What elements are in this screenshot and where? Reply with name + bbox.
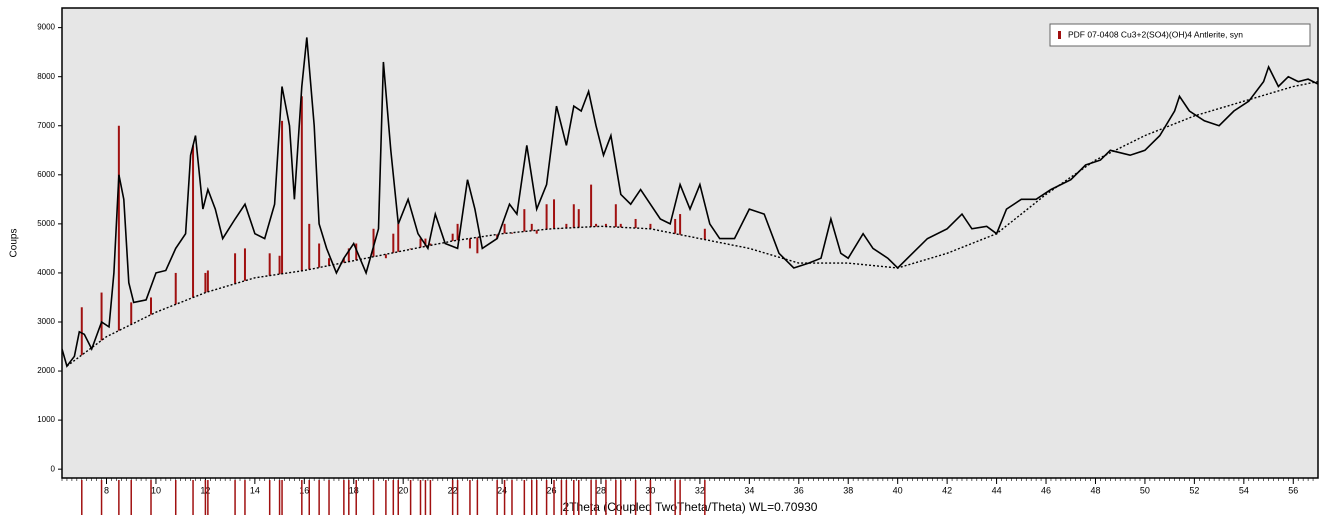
y-tick-label: 6000 (37, 170, 55, 179)
y-tick-label: 2000 (37, 366, 55, 375)
x-tick-label: 18 (349, 485, 359, 495)
x-tick-label: 56 (1288, 485, 1298, 495)
x-tick-label: 24 (497, 485, 507, 495)
y-tick-label: 9000 (37, 23, 55, 32)
background-line (66, 80, 1318, 367)
plot-area (61, 7, 1319, 479)
y-tick-label: 1000 (37, 415, 55, 424)
plot-content (62, 37, 1318, 368)
x-axis-title: 2Theta (Coupled TwoTheta/Theta) WL=0.709… (563, 500, 818, 514)
x-tick-label: 52 (1189, 485, 1199, 495)
x-tick-label: 42 (942, 485, 952, 495)
x-tick-label: 40 (893, 485, 903, 495)
x-tick-label: 44 (992, 485, 1002, 495)
x-tick-label: 32 (695, 485, 705, 495)
legend-box (1049, 23, 1311, 47)
y-axis-title: Coups (9, 229, 20, 258)
x-tick-label: 10 (151, 485, 161, 495)
y-tick-label: 4000 (37, 268, 55, 277)
x-tick-label: 14 (250, 485, 260, 495)
x-tick-label: 54 (1239, 485, 1249, 495)
x-tick-label: 8 (104, 485, 109, 495)
x-tick-label: 16 (299, 485, 309, 495)
x-tick-label: 26 (547, 485, 557, 495)
x-tick-label: 28 (596, 485, 606, 495)
y-tick-label: 8000 (37, 72, 55, 81)
x-tick-label: 50 (1140, 485, 1150, 495)
y-tick-label: 3000 (37, 317, 55, 326)
pattern-line (62, 37, 1318, 368)
x-tick-label: 46 (1041, 485, 1051, 495)
x-tick-label: 36 (794, 485, 804, 495)
legend-swatch (1058, 31, 1061, 39)
x-tick-label: 34 (744, 485, 754, 495)
legend-label: PDF 07-0408 Cu3+2(SO4)(OH)4 Antlerite, s… (1068, 29, 1243, 39)
y-tick-label: 0 (51, 464, 56, 473)
x-tick-label: 48 (1090, 485, 1100, 495)
x-tick-label: 20 (398, 485, 408, 495)
x-tick-label: 38 (843, 485, 853, 495)
y-tick-label: 7000 (37, 121, 55, 130)
y-tick-label: 5000 (37, 219, 55, 228)
